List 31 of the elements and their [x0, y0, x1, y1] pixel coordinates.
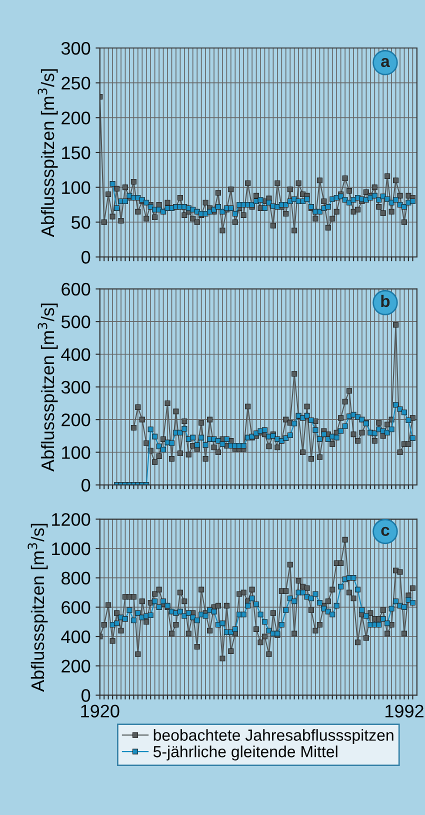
annotation: b — [381, 294, 390, 308]
y-axis-title: Abflussspitzen [m$^{3}$/s] — [38, 304, 58, 472]
y-tick-label: 1200 — [52, 513, 90, 526]
annotation: a — [381, 58, 390, 68]
y-tick-label: 800 — [62, 572, 90, 585]
x-tick-label: 1920 — [81, 704, 120, 718]
y-axis-title: Abflussspitzen [m$^{3}$/s] — [38, 69, 58, 238]
y-tick-label: 50 — [71, 216, 90, 229]
y-tick-label: 200 — [62, 112, 90, 124]
y-tick-label: 0 — [82, 250, 90, 264]
y-tick-label: 250 — [62, 76, 90, 90]
y-tick-label: 200 — [62, 660, 90, 673]
y-tick-label: 100 — [62, 181, 90, 194]
y-axis-title: Abflussspitzen [m$^{3}$/s] — [28, 524, 48, 692]
x-tick-label: 1992 — [386, 704, 424, 718]
y-tick-label: 0 — [82, 689, 90, 702]
y-tick-label: 400 — [61, 630, 90, 644]
y-tick-label: 300 — [61, 42, 90, 55]
y-tick-label: 200 — [62, 414, 90, 426]
legend-label: 5-jährliche gleitende Mittel — [153, 746, 338, 760]
y-tick-label: 150 — [62, 146, 90, 160]
y-tick-label: 1000 — [52, 542, 90, 556]
legend-label: beobachtete Jahresabflussspitzen — [154, 729, 394, 744]
y-tick-label: 300 — [61, 380, 90, 394]
y-tick-label: 500 — [61, 316, 90, 328]
y-tick-label: 0 — [82, 478, 90, 492]
y-tick-label: 100 — [62, 446, 90, 459]
y-tick-label: 600 — [62, 282, 90, 296]
y-tick-label: 400 — [61, 348, 90, 361]
y-tick-label: 600 — [62, 601, 90, 614]
annotation: c — [381, 526, 390, 536]
